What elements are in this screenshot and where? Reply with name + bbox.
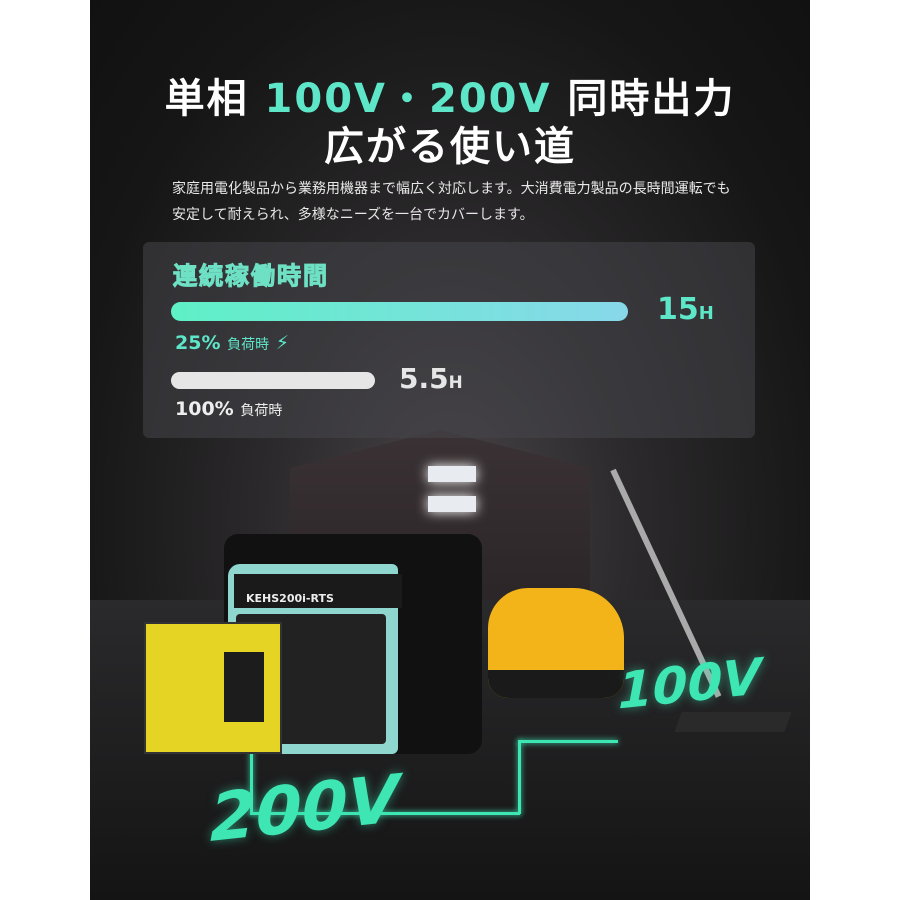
runtime-bar-25	[171, 302, 628, 321]
load-label-100: 100% 負荷時	[175, 398, 283, 420]
connector-line	[518, 740, 618, 743]
connector-line	[250, 745, 253, 815]
runtime-bar-100	[171, 372, 375, 389]
vacuum-head	[674, 712, 792, 732]
ceiling-light	[428, 496, 476, 512]
load-label-25: 25% 負荷時 ⚡	[175, 332, 290, 354]
description: 家庭用電化製品から業務用機器まで幅広く対応します。大消費電力製品の長時間運転でも…	[172, 181, 731, 223]
welder-image	[144, 622, 282, 754]
runtime-card: 連続稼働時間 15H 25% 負荷時 ⚡ 5.5H 100% 負荷時	[143, 242, 755, 438]
runtime-value-100: 5.5H	[399, 362, 463, 395]
runtime-value-25: 15H	[657, 292, 714, 327]
connector-line	[518, 740, 521, 814]
headline-line1: 単相 100V・200V 同時出力	[164, 76, 736, 122]
vacuum-cleaner-image	[488, 588, 624, 698]
product-banner: 単相 100V・200V 同時出力 広がる使い道 家庭用電化製品から業務用機器ま…	[90, 0, 810, 900]
ceiling-light	[428, 466, 476, 482]
headline-line2: 広がる使い道	[324, 124, 576, 170]
connector-line	[250, 812, 520, 815]
lightning-icon: ⚡	[275, 332, 290, 354]
generator-model: KEHS200i-RTS	[234, 574, 402, 608]
runtime-title: 連続稼働時間	[173, 262, 329, 291]
